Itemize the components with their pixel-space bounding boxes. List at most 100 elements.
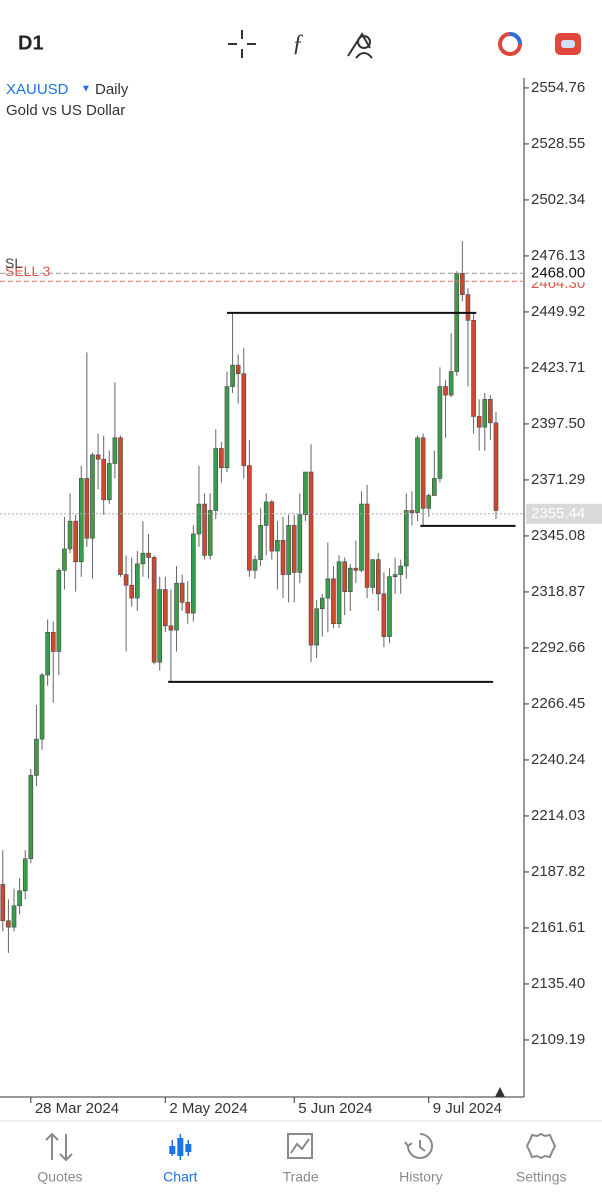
- y-tick-label: 2135.40: [531, 975, 585, 992]
- description: Gold vs US Dollar: [6, 102, 125, 119]
- candle-body: [275, 540, 280, 552]
- candle-body: [157, 589, 163, 663]
- candle-body: [404, 510, 409, 567]
- candle-body: [230, 364, 235, 387]
- nav-bar: Quotes Chart Trade History Settings: [37, 1132, 567, 1185]
- sl-price-box: [526, 264, 602, 283]
- candle-body: [129, 584, 135, 599]
- candle-body: [213, 448, 219, 511]
- candle-body: [56, 569, 62, 652]
- indicator-icon[interactable]: ƒ: [292, 31, 304, 57]
- nav-item[interactable]: History: [399, 1133, 443, 1185]
- candle-body: [476, 416, 482, 428]
- candle-body: [454, 272, 460, 372]
- shift-marker: [495, 1087, 505, 1097]
- y-tick-label: 2318.87: [531, 583, 585, 600]
- candle-body: [448, 371, 454, 396]
- candle-body: [123, 574, 129, 586]
- candle-body: [460, 272, 465, 295]
- y-tick-label: 2528.55: [531, 135, 585, 152]
- y-tick-label: 2161.61: [531, 919, 585, 936]
- candle-body: [488, 399, 493, 424]
- candle-body: [331, 578, 336, 625]
- y-tick-label: 2554.76: [531, 79, 585, 96]
- candle-body: [50, 631, 56, 652]
- nav-label[interactable]: Settings: [516, 1169, 567, 1185]
- nav-label[interactable]: Trade: [283, 1169, 319, 1185]
- objects-icon[interactable]: [347, 32, 373, 59]
- candle-body: [73, 520, 78, 563]
- nav-item[interactable]: Trade: [283, 1133, 319, 1185]
- candle-body: [297, 514, 303, 573]
- symbol-dropdown[interactable]: ▼: [81, 84, 91, 95]
- candle-body: [325, 578, 331, 599]
- nav-icon[interactable]: [45, 1132, 73, 1162]
- y-tick-label: 2449.92: [531, 303, 585, 320]
- candle-body: [95, 454, 101, 460]
- candle-body: [347, 567, 353, 592]
- candle-body: [135, 563, 140, 599]
- plot: 2554.76 2528.55 2502.34 2476.13 2449.92 2423.…: [0, 79, 602, 1117]
- candle-body: [258, 525, 263, 560]
- nav-icon[interactable]: [185, 1144, 192, 1152]
- candle-body: [314, 608, 319, 646]
- candle-body: [90, 454, 95, 539]
- candle-body: [415, 437, 420, 513]
- candle-body: [146, 552, 151, 558]
- candle-body: [39, 674, 45, 740]
- nav-icon[interactable]: [169, 1146, 176, 1154]
- crosshair-icon[interactable]: [228, 30, 256, 58]
- candle-body: [118, 437, 123, 575]
- nav-label[interactable]: Quotes: [37, 1169, 82, 1185]
- candle-body: [174, 582, 179, 631]
- candle-body: [471, 320, 476, 417]
- nav-icon[interactable]: [404, 1133, 433, 1159]
- nav-item[interactable]: Settings: [516, 1132, 567, 1185]
- candle-body: [101, 458, 106, 501]
- candle-body: [443, 386, 448, 396]
- candle-body: [398, 565, 404, 575]
- y-tick-label: 2214.03: [531, 807, 585, 824]
- bid-price: 2355.44: [531, 505, 585, 522]
- candle-body: [224, 386, 230, 469]
- y-tick-label: 2109.19: [531, 1031, 585, 1048]
- y-tick-label: 2476.13: [531, 247, 585, 264]
- candle-body: [185, 602, 191, 614]
- candle-body: [241, 373, 247, 466]
- candle-body: [106, 463, 112, 501]
- y-tick-label: 2240.24: [531, 751, 585, 768]
- candle-body: [196, 503, 202, 535]
- nav-item[interactable]: Chart: [163, 1134, 198, 1185]
- sell-label: SELL 3: [5, 263, 51, 279]
- symbol[interactable]: XAUUSD: [6, 81, 69, 98]
- nav-icon[interactable]: [525, 1132, 557, 1160]
- candle-body: [482, 399, 488, 428]
- candle-body: [420, 437, 426, 509]
- y-tick-label: 2187.82: [531, 863, 585, 880]
- account-icon[interactable]: [498, 32, 522, 56]
- y-tick-label: 2397.50: [531, 415, 585, 432]
- candle-body: [308, 471, 314, 646]
- candle-body: [207, 510, 213, 556]
- nav-icon[interactable]: [177, 1138, 184, 1156]
- candle-body: [112, 437, 118, 464]
- candle-body: [140, 552, 146, 565]
- nav-label[interactable]: History: [399, 1169, 443, 1185]
- candle-body: [280, 540, 286, 575]
- candle-body: [247, 465, 252, 571]
- candle-body: [303, 471, 308, 516]
- candle-body: [191, 533, 196, 614]
- candle-body: [34, 738, 39, 776]
- nav-label[interactable]: Chart: [163, 1169, 197, 1185]
- nav-icon[interactable]: [287, 1133, 313, 1159]
- y-tick-label: 2345.08: [531, 527, 585, 544]
- trade-icon[interactable]: [555, 33, 581, 55]
- candle-body: [28, 775, 34, 860]
- candle-body: [437, 386, 443, 479]
- candle-body: [387, 576, 392, 637]
- timeframe[interactable]: D1: [18, 32, 44, 54]
- candle-body: [151, 557, 157, 663]
- nav-item[interactable]: Quotes: [37, 1132, 83, 1185]
